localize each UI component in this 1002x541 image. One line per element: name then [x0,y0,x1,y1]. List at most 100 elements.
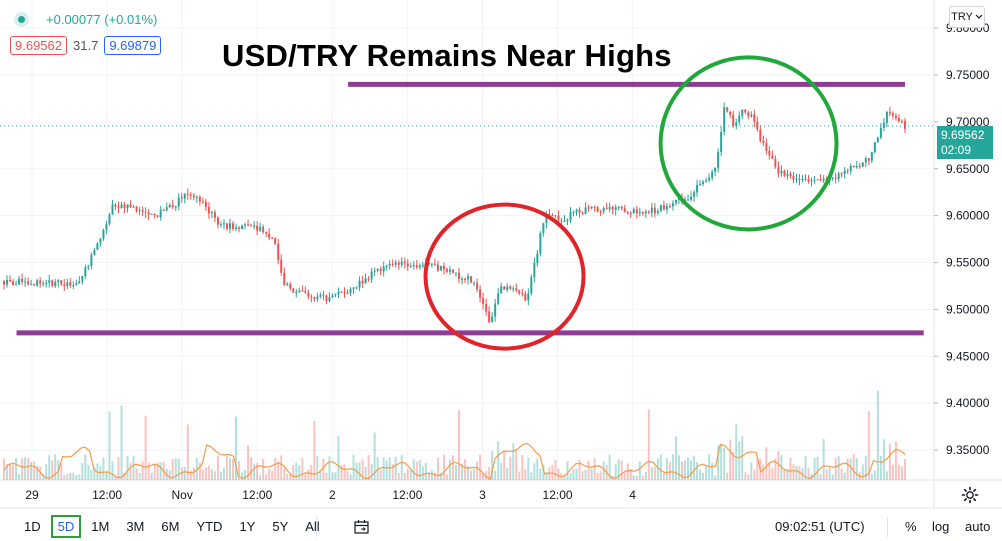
volume-bar [482,472,485,480]
candle-body [9,279,12,282]
log-scale-toggle[interactable]: log [932,519,950,534]
buy-price-button[interactable]: 9.69879 [104,36,162,55]
y-tick-label: 9.75000 [946,68,990,82]
candle-body [882,122,885,128]
volume-bar [256,463,259,480]
candle-body [741,109,744,116]
range-button-1d[interactable]: 1D [24,519,41,534]
volume-bar [831,474,834,480]
volume-bar [349,474,352,480]
candle-body [63,284,66,287]
volume-bar [473,468,476,480]
chevron-down-icon [975,14,983,19]
volume-bar [268,468,271,480]
candle-body [873,142,876,153]
candle-body [470,276,473,283]
volume-bar [503,450,506,480]
spread-value: 31.7 [73,38,99,53]
volume-bar [656,458,659,480]
volume-bar [680,461,683,480]
sell-price-button[interactable]: 9.69562 [10,36,67,55]
range-button-ytd[interactable]: YTD [196,519,223,534]
candle-body [587,207,590,209]
candle-body [668,206,671,208]
candle-body [774,158,777,167]
candle-body [807,178,810,182]
x-tick-label: 2 [329,488,336,502]
volume-bar [84,454,87,480]
volume-bar [331,472,334,480]
volume-bar [30,462,33,480]
candle-body [361,280,364,284]
volume-bar [596,472,599,480]
percent-scale-toggle[interactable]: % [905,519,917,534]
volume-bar [129,462,132,480]
price-candles [3,102,906,324]
volume-bar [738,441,741,480]
candle-body [542,223,545,234]
range-button-3m[interactable]: 3M [126,519,145,534]
candle-body [569,211,572,220]
volume-bar [665,458,668,480]
range-button-5d[interactable]: 5D [50,515,82,538]
auto-scale-toggle[interactable]: auto [965,519,991,534]
volume-bar [186,424,189,480]
range-button-1m[interactable]: 1M [91,519,110,534]
candle-body [816,179,819,181]
gear-icon[interactable] [959,485,981,505]
candle-body [581,212,584,214]
currency-selector[interactable]: TRY [949,6,985,28]
candle-body [403,261,406,264]
candle-body [467,276,470,280]
time-axis[interactable]: 29 12:00 Nov 12:00 2 12:00 3 12:00 4 [25,488,636,502]
toolbar-divider [316,517,317,537]
candle-body [346,292,349,294]
utc-clock[interactable]: 09:02:51 (UTC) [775,519,865,534]
range-button-6m[interactable]: 6M [161,519,180,534]
volume-bar [280,455,283,480]
candle-body [503,286,506,290]
green-circle-annotation [658,55,839,232]
candle-body [33,284,36,286]
candle-body [216,217,219,225]
candle-body [596,206,599,212]
price-change: +0.00077 (+0.01%) [46,12,157,27]
range-button-5y[interactable]: 5Y [272,519,289,534]
candle-body [593,206,596,208]
candle-body [623,208,626,213]
volume-bar [620,460,623,480]
candle-body [358,280,361,288]
volume-bar [60,463,63,480]
volume-bar [506,467,509,480]
volume-bar [515,448,518,480]
candle-body [406,263,409,267]
candle-body [900,120,903,122]
y-tick-label: 9.70000 [946,115,990,129]
volume-bar [599,471,602,480]
volume-bar [78,474,81,480]
bottom-toolbar: 1D 5D 1M 3M 6M YTD 1Y 5Y All [0,512,1002,541]
candle-body [629,212,632,214]
volume-bar [334,472,337,480]
volume-bar [635,475,638,480]
candle-body [382,266,385,272]
volume-bar [216,455,219,480]
volume-bar [448,459,451,480]
candle-body [813,179,816,181]
volume-bar [530,472,533,480]
candle-body [545,213,548,224]
volume-bar [168,470,171,480]
candle-body [454,272,457,274]
volume-bar [792,464,795,480]
candle-body [201,201,204,203]
range-button-all[interactable]: All [305,519,320,534]
calendar-goto-icon[interactable] [353,519,371,535]
range-button-1y[interactable]: 1Y [239,519,256,534]
volume-bar [873,470,876,480]
currency-label: TRY [951,11,973,23]
candle-body [485,304,488,312]
candle-body [656,211,659,213]
price-axis[interactable]: 9.800009.750009.700009.650009.600009.550… [934,21,990,457]
candle-body [578,209,581,213]
